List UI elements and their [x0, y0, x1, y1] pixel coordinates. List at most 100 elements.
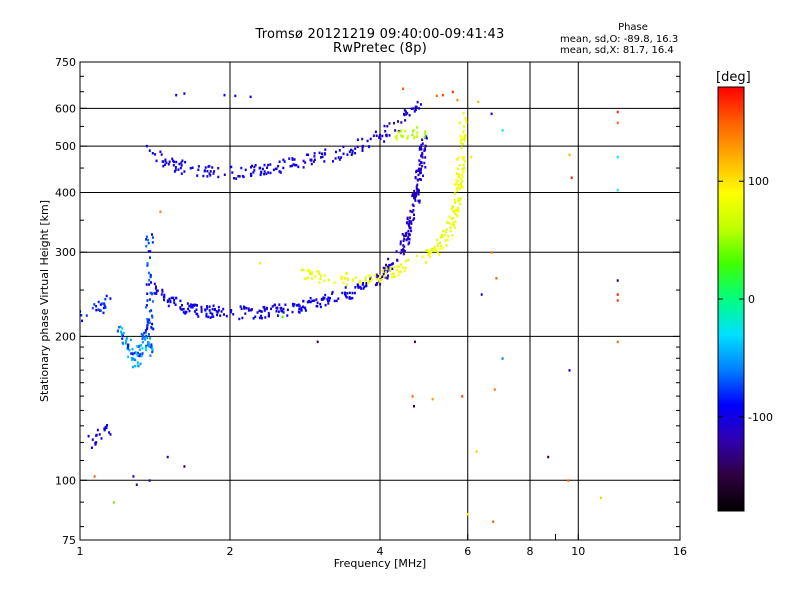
echo-point	[457, 167, 459, 171]
echo-point	[127, 347, 130, 351]
x-tick-label: 6	[464, 545, 471, 558]
echo-point	[302, 166, 305, 169]
echo-point	[382, 266, 385, 270]
echo-point	[97, 300, 100, 304]
echo-point	[105, 426, 108, 430]
echo-point	[456, 158, 459, 161]
echo-point	[384, 271, 387, 274]
echo-point	[209, 311, 212, 315]
echo-point	[327, 299, 329, 303]
echo-point	[145, 334, 148, 338]
echo-point	[381, 275, 384, 278]
echo-point	[406, 137, 409, 140]
echo-point	[453, 210, 456, 214]
echo-point	[136, 345, 138, 348]
echo-point	[408, 114, 411, 117]
echo-point	[457, 210, 460, 213]
echo-point	[402, 239, 405, 243]
echo-point	[436, 238, 439, 242]
echo-point	[422, 174, 424, 177]
phase-stats-x-mode: mean, sd,X: 81.7, 16.4	[560, 45, 674, 56]
echo-point	[145, 283, 148, 286]
echo-point	[121, 327, 124, 330]
echo-point	[477, 100, 480, 103]
echo-point	[414, 108, 417, 112]
echo-point	[168, 160, 171, 163]
echo-point	[146, 318, 149, 321]
echo-point	[454, 220, 457, 224]
echo-point	[121, 333, 123, 336]
echo-point	[134, 351, 137, 354]
echo-point	[417, 167, 420, 171]
echo-point	[145, 344, 148, 348]
echo-point	[324, 303, 327, 307]
echo-point	[385, 267, 388, 270]
echo-point	[159, 210, 162, 213]
echo-point	[186, 302, 189, 305]
echo-point	[208, 172, 211, 175]
chart-subtitle: RwPretec (8p)	[333, 41, 427, 56]
echo-point	[131, 347, 134, 351]
echo-point	[456, 186, 459, 190]
echo-point	[300, 308, 303, 312]
echo-point	[323, 279, 326, 282]
echo-point	[313, 152, 316, 155]
echo-point	[260, 314, 263, 318]
echo-point	[266, 166, 268, 169]
echo-point	[396, 258, 399, 262]
echo-point	[338, 149, 341, 152]
echo-point	[311, 277, 313, 280]
echo-point	[293, 303, 296, 306]
echo-point	[207, 315, 210, 319]
echo-point	[414, 199, 417, 202]
echo-point	[413, 194, 416, 197]
echo-point	[394, 129, 397, 132]
echo-point	[217, 309, 220, 312]
echo-point	[316, 304, 319, 308]
echo-point	[462, 158, 465, 161]
echo-point	[458, 163, 461, 167]
echo-point	[263, 163, 266, 167]
echo-point	[411, 133, 414, 137]
echo-point	[175, 160, 178, 164]
echo-point	[262, 306, 265, 309]
echo-point	[383, 274, 386, 278]
echo-point	[211, 166, 214, 169]
echo-point	[206, 175, 209, 178]
echo-point	[302, 305, 304, 308]
echo-point	[309, 272, 312, 276]
echo-point	[416, 178, 419, 181]
echo-point	[122, 334, 124, 338]
echo-point	[191, 303, 194, 307]
echo-point	[104, 297, 107, 301]
scatter-points	[80, 87, 619, 523]
echo-point	[431, 248, 433, 251]
echo-point	[241, 174, 244, 178]
echo-point	[181, 308, 184, 311]
echo-point	[155, 292, 158, 295]
echo-point	[346, 277, 349, 280]
echo-point	[443, 233, 446, 237]
echo-point	[323, 297, 326, 300]
echo-point	[141, 337, 144, 340]
echo-point	[453, 198, 456, 202]
echo-point	[403, 109, 406, 112]
echo-point	[160, 293, 163, 296]
echo-point	[145, 238, 148, 241]
echo-point	[245, 307, 248, 310]
echo-point	[162, 295, 165, 299]
echo-point	[459, 198, 461, 201]
echo-point	[265, 307, 268, 311]
echo-point	[148, 318, 151, 321]
echo-point	[342, 281, 345, 284]
echo-point	[135, 483, 138, 486]
echo-point	[439, 236, 442, 239]
echo-point	[379, 274, 382, 277]
echo-point	[175, 93, 178, 97]
echo-point	[337, 156, 340, 159]
echo-point	[196, 174, 199, 177]
echo-point	[144, 338, 146, 341]
echo-point	[419, 146, 422, 150]
echo-point	[375, 134, 378, 137]
echo-point	[346, 278, 349, 281]
